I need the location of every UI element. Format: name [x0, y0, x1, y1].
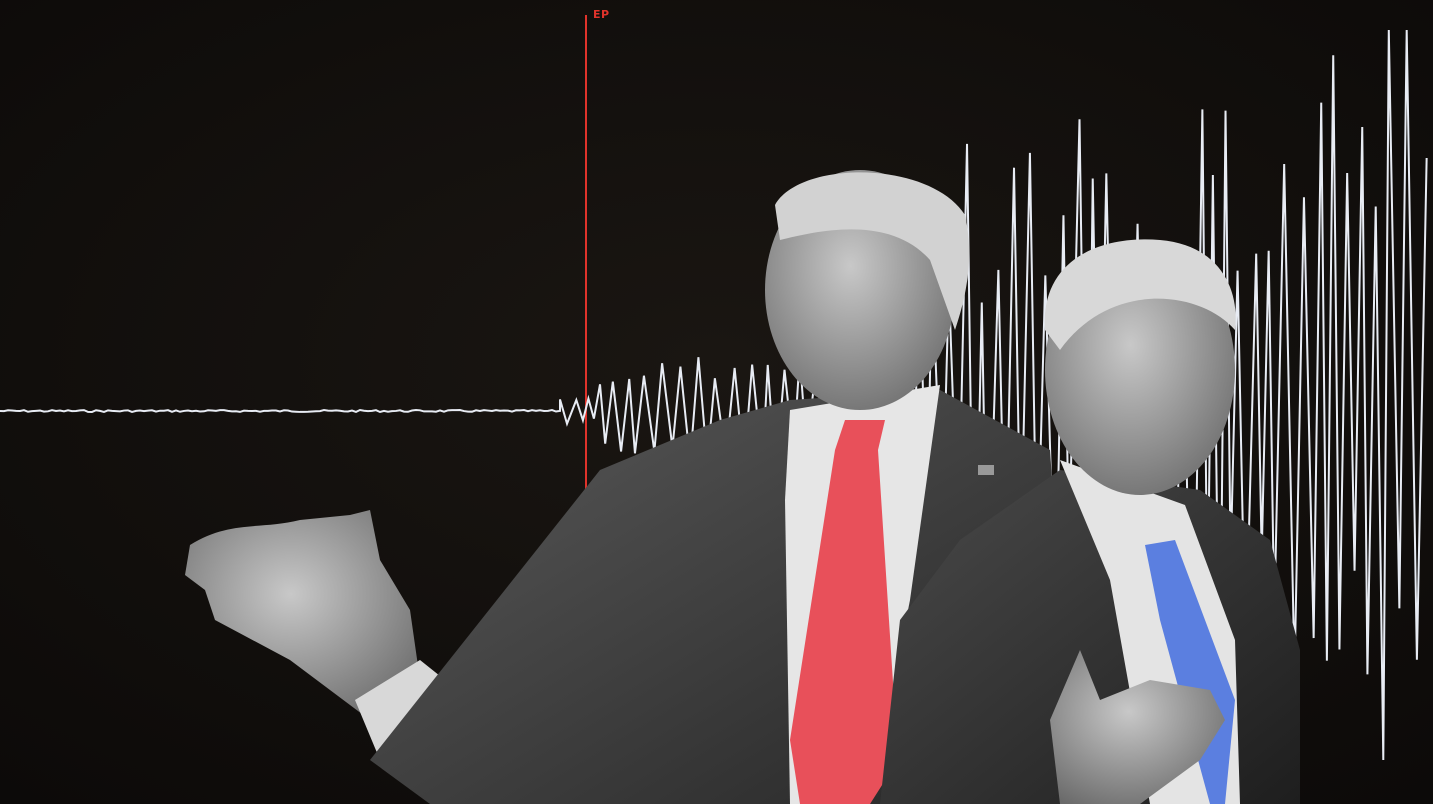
right-figure: [880, 239, 1300, 804]
flag-pin: [978, 465, 994, 475]
ep-marker-label: EP: [593, 8, 610, 21]
right-hair: [1044, 239, 1236, 350]
left-figure: [185, 170, 1060, 804]
left-tie: [790, 420, 898, 804]
left-hair: [775, 172, 970, 330]
left-hand: [185, 510, 420, 720]
seismograph-waveform: [0, 29, 1428, 761]
right-hand: [1050, 650, 1225, 804]
